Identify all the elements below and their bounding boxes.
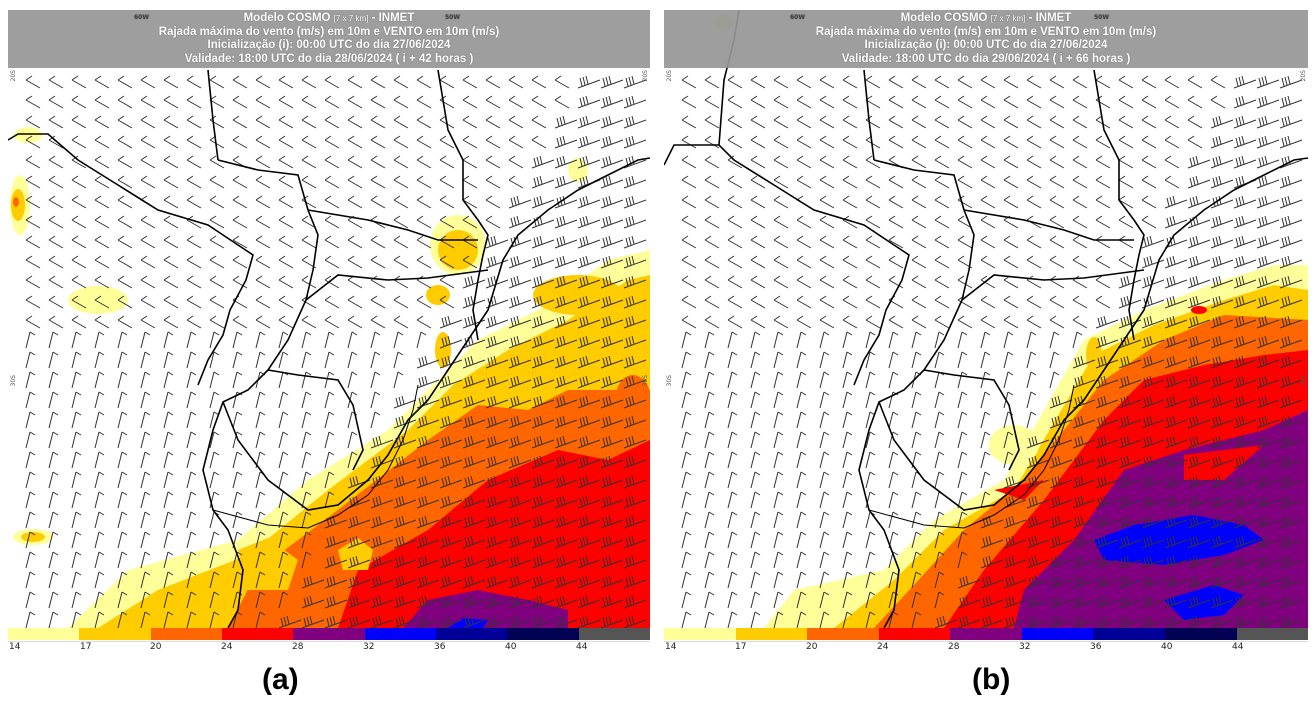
tick-32: 32: [363, 642, 375, 652]
init-time: Inicialização (i): 00:00 UTC do dia 27/0…: [207, 39, 451, 51]
lat-label-20s: 20S: [666, 70, 673, 82]
tick-20: 20: [806, 642, 818, 652]
colorbar-seg-32-36: [364, 628, 436, 640]
colorbar-seg-36-40: [1093, 628, 1165, 640]
lon-label-60w: 60W: [134, 14, 149, 21]
tick-28: 28: [292, 642, 304, 652]
colorbar-seg-36-40: [435, 628, 508, 640]
lon-label-50w: 50W: [1094, 14, 1109, 21]
tick-14: 14: [9, 642, 21, 652]
model-name: Modelo COSMO: [243, 12, 331, 24]
colorbar-seg-44-plus: [1236, 628, 1309, 640]
colorbar-seg-44-plus: [578, 628, 650, 640]
lat-label-30s: 30S: [10, 375, 17, 387]
lat-label-30s-right: 30S: [642, 375, 649, 387]
valid-time: Validade: 18:00 UTC do dia 28/06/2024 ( …: [184, 52, 474, 65]
colorbar-ticks-b: 14 17 20 24 28 32 36 40 44: [664, 641, 1308, 654]
title-line-1: Modelo COSMO [7 x 7 km] - INMET: [664, 12, 1308, 26]
tick-36: 36: [434, 642, 446, 652]
tick-20: 20: [150, 642, 162, 652]
colorbar-seg-32-36: [1021, 628, 1094, 640]
colorbar-seg-28-32: [950, 628, 1022, 640]
title-line-1: Modelo COSMO [7 x 7 km] - INMET: [8, 12, 650, 26]
wind-gust-map-a: 20S 30S 20S 30S Modelo COSMO [7 x 7 km] …: [8, 10, 650, 628]
tick-36: 36: [1090, 642, 1102, 652]
tick-24: 24: [221, 642, 233, 652]
valid-time: Validade: 18:00 UTC do dia 29/06/2024 ( …: [841, 52, 1131, 65]
tick-24: 24: [877, 642, 889, 652]
gust-field-a: [8, 69, 650, 628]
tick-17: 17: [735, 642, 747, 652]
lat-label-20s: 20S: [10, 70, 17, 82]
colorbar-b: [664, 628, 1309, 640]
grid-resolution: [7 x 7 km]: [333, 14, 369, 23]
colorbar-ticks-a: 14 17 20 24 28 32 36 40 44: [8, 641, 650, 654]
lat-label-20s-right: 20S: [1300, 70, 1307, 82]
map-header-b: Modelo COSMO [7 x 7 km] - INMET Rajada m…: [664, 10, 1308, 68]
wind-barbs: [25, 75, 647, 628]
init-time: Inicialização (i): 00:00 UTC do dia 27/0…: [864, 39, 1108, 51]
colorbar-seg-14-17: [664, 628, 736, 640]
caption-a: (a): [262, 663, 299, 696]
colorbar-seg-40-44: [1164, 628, 1237, 640]
lat-label-20s-right: 20S: [642, 70, 649, 82]
title-line-2: Rajada máxima do vento (m/s) em 10m e VE…: [158, 25, 500, 38]
colorbar-seg-24-28: [878, 628, 951, 640]
wind-barbs: [681, 75, 1303, 628]
map-panel-a: 20S 30S 20S 30S Modelo COSMO [7 x 7 km] …: [8, 10, 650, 653]
colorbar-seg-20-24: [150, 628, 222, 640]
colorbar-seg-40-44: [507, 628, 579, 640]
colorbar-seg-20-24: [807, 628, 879, 640]
colorbar-seg-24-28: [221, 628, 294, 640]
lat-label-30s-right: 30S: [1300, 375, 1307, 387]
lat-label-30s: 30S: [666, 375, 673, 387]
grid-resolution: [7 x 7 km]: [990, 14, 1026, 23]
model-name: Modelo COSMO: [900, 12, 988, 24]
colorbar-seg-17-20: [735, 628, 808, 640]
title-line-2: Rajada máxima do vento (m/s) em 10m e VE…: [815, 25, 1157, 38]
wind-gust-map-b: 20S 30S 20S 30S Modelo COSMO [7 x 7 km] …: [664, 10, 1308, 628]
map-panel-b: 20S 30S 20S 30S Modelo COSMO [7 x 7 km] …: [664, 10, 1309, 654]
colorbar-a: [8, 628, 650, 640]
tick-40: 40: [505, 642, 517, 652]
tick-44: 44: [1232, 642, 1244, 652]
gust-field-b: [664, 10, 1308, 628]
tick-28: 28: [948, 642, 960, 652]
colorbar-seg-17-20: [79, 628, 151, 640]
tick-32: 32: [1019, 642, 1031, 652]
organization: - INMET: [1028, 12, 1072, 24]
map-header-a: Modelo COSMO [7 x 7 km] - INMET Rajada m…: [8, 10, 650, 68]
caption-b: (b): [972, 663, 1011, 696]
tick-44: 44: [576, 642, 588, 652]
lon-label-50w: 50W: [445, 14, 460, 21]
tick-17: 17: [80, 642, 92, 652]
tick-14: 14: [665, 642, 677, 652]
tick-40: 40: [1161, 642, 1173, 652]
colorbar-seg-14-17: [8, 628, 80, 640]
colorbar-seg-28-32: [293, 628, 365, 640]
lon-label-60w: 60W: [790, 14, 805, 21]
organization: - INMET: [371, 12, 415, 24]
